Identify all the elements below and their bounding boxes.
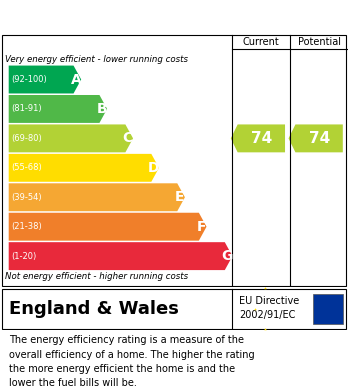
Text: England & Wales: England & Wales — [9, 300, 179, 318]
Text: 74: 74 — [309, 131, 331, 146]
Text: D: D — [148, 161, 159, 175]
Text: A: A — [70, 72, 81, 86]
Text: Potential: Potential — [298, 37, 341, 47]
Text: (92-100): (92-100) — [11, 75, 47, 84]
Polygon shape — [9, 124, 133, 152]
Text: Very energy efficient - lower running costs: Very energy efficient - lower running co… — [5, 55, 188, 64]
Text: F: F — [196, 220, 206, 234]
Text: (69-80): (69-80) — [11, 134, 42, 143]
Text: 2002/91/EC: 2002/91/EC — [239, 310, 296, 320]
Polygon shape — [9, 183, 185, 211]
Text: (81-91): (81-91) — [11, 104, 42, 113]
Text: (55-68): (55-68) — [11, 163, 42, 172]
Bar — [313, 294, 343, 324]
Text: E: E — [175, 190, 184, 204]
Text: EU Directive: EU Directive — [239, 296, 300, 306]
Text: Current: Current — [243, 37, 280, 47]
Polygon shape — [231, 124, 285, 152]
Text: B: B — [96, 102, 107, 116]
Text: 74: 74 — [251, 131, 273, 146]
Polygon shape — [9, 242, 232, 270]
Text: (1-20): (1-20) — [11, 252, 37, 261]
Text: Energy Efficiency Rating: Energy Efficiency Rating — [9, 9, 230, 24]
Text: (39-54): (39-54) — [11, 193, 42, 202]
Polygon shape — [9, 213, 206, 240]
Text: (21-38): (21-38) — [11, 222, 42, 231]
Text: G: G — [221, 249, 233, 263]
Text: C: C — [122, 131, 133, 145]
Polygon shape — [288, 124, 343, 152]
Text: Not energy efficient - higher running costs: Not energy efficient - higher running co… — [5, 272, 188, 281]
Text: The energy efficiency rating is a measure of the
overall efficiency of a home. T: The energy efficiency rating is a measur… — [9, 335, 254, 388]
Polygon shape — [9, 66, 81, 93]
Polygon shape — [9, 95, 107, 123]
Polygon shape — [9, 154, 159, 182]
